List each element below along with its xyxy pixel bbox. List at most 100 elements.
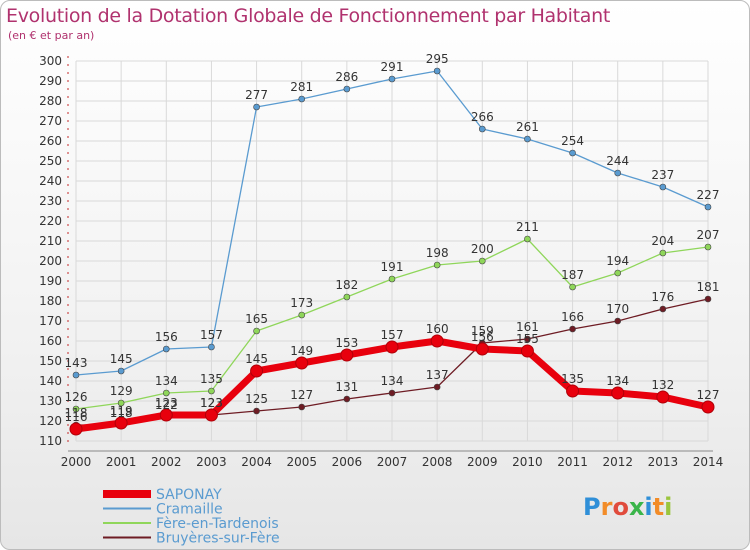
data-point	[204, 408, 218, 422]
data-point	[569, 149, 576, 157]
data-label: 160	[426, 322, 449, 336]
data-point	[704, 203, 712, 211]
data-point	[385, 340, 399, 354]
x-tick-label: 2001	[106, 455, 137, 469]
data-point	[388, 389, 396, 397]
data-label: 254	[561, 134, 584, 148]
y-tick-label: 210	[39, 234, 62, 248]
chart-title: Evolution de la Dotation Globale de Fonc…	[6, 5, 611, 27]
data-point	[614, 269, 622, 277]
data-point	[253, 407, 260, 415]
data-point	[69, 422, 83, 436]
data-label: 244	[606, 154, 629, 168]
data-label: 127	[290, 388, 313, 402]
data-label: 157	[381, 328, 404, 342]
data-label: 137	[426, 368, 449, 382]
data-label: 295	[426, 52, 449, 66]
legend-label: Bruyères-sur-Fère	[156, 531, 280, 547]
data-point	[114, 416, 128, 430]
data-point	[298, 95, 306, 103]
data-point	[253, 103, 260, 111]
data-label: 122	[155, 398, 178, 412]
data-label: 131	[335, 380, 358, 394]
data-point	[524, 135, 531, 143]
data-point	[72, 405, 80, 413]
data-label: 170	[606, 302, 629, 316]
x-tick-label: 2005	[286, 455, 317, 469]
legend-label: Cramaille	[156, 502, 223, 518]
data-point	[253, 327, 260, 335]
data-point	[704, 295, 712, 303]
logo-letter: r	[600, 493, 613, 521]
x-tick-label: 2014	[693, 455, 724, 469]
grid	[75, 60, 709, 442]
data-label: 281	[290, 80, 313, 94]
data-point	[659, 305, 667, 313]
data-label: 165	[245, 312, 268, 326]
x-tick-label: 2013	[648, 455, 679, 469]
data-label: 156	[155, 330, 178, 344]
data-label: 132	[651, 378, 674, 392]
legend-label: SAPONAY	[156, 487, 222, 503]
y-tick-label: 220	[39, 214, 62, 228]
data-point	[72, 371, 80, 379]
data-label: 157	[200, 328, 223, 342]
data-point	[569, 283, 576, 291]
data-label: 116	[65, 410, 88, 424]
x-tick-label: 2000	[61, 455, 92, 469]
x-tick-label: 2004	[241, 455, 272, 469]
data-point	[520, 344, 534, 358]
data-label: 200	[471, 242, 494, 256]
data-point	[298, 403, 306, 411]
data-point	[117, 367, 125, 375]
data-point	[659, 249, 667, 257]
y-tick-label: 250	[39, 154, 62, 168]
y-tick-label: 260	[39, 134, 62, 148]
data-label: 211	[516, 220, 539, 234]
data-label: 123	[200, 396, 223, 410]
y-tick-label: 200	[39, 254, 62, 268]
y-tick-label: 170	[39, 314, 62, 328]
data-label: 135	[561, 372, 584, 386]
data-point	[208, 343, 215, 351]
x-tick-label: 2003	[196, 455, 227, 469]
chart-subtitle: (en € et par an)	[8, 29, 95, 42]
data-point	[343, 85, 351, 93]
data-point	[566, 384, 580, 398]
data-label: 123	[200, 396, 223, 410]
data-label: 123	[155, 396, 178, 410]
data-label: 207	[697, 228, 720, 242]
y-axis: 110 120 130 140 150 160 170 180 190 200 210 220 230 2…	[39, 54, 69, 448]
legend: SAPONAYCramailleFère-en-TardenoisBruyère…	[103, 487, 280, 547]
data-label: 291	[381, 60, 404, 74]
data-point	[704, 243, 712, 251]
y-tick-label: 110	[39, 434, 62, 448]
data-point	[524, 335, 531, 343]
data-label: 156	[471, 330, 494, 344]
logo-letter: t	[652, 493, 665, 521]
y-tick-label: 190	[39, 274, 62, 288]
logo-letter: P	[583, 493, 601, 521]
data-label: 204	[651, 234, 674, 248]
data-label: 127	[697, 388, 720, 402]
y-tick-label: 150	[39, 354, 62, 368]
data-labels: 116 119 123 123 145 149 153 157 160 156 155 135 134 1…	[65, 52, 720, 424]
x-tick-label: 2012	[602, 455, 633, 469]
data-label: 126	[65, 390, 88, 404]
data-label: 286	[335, 70, 358, 84]
y-tick-label: 290	[39, 74, 62, 88]
data-point	[162, 389, 170, 397]
data-label: 176	[651, 290, 674, 304]
y-tick-label: 300	[39, 54, 62, 68]
y-tick-label: 230	[39, 194, 62, 208]
data-label: 266	[471, 110, 494, 124]
data-label: 161	[516, 320, 539, 334]
data-label: 143	[65, 356, 88, 370]
data-point	[701, 400, 715, 414]
y-tick-label: 240	[39, 174, 62, 188]
data-point	[159, 408, 173, 422]
data-point	[614, 169, 622, 177]
data-point	[208, 387, 215, 395]
data-point	[478, 125, 486, 133]
data-label: 159	[471, 324, 494, 338]
